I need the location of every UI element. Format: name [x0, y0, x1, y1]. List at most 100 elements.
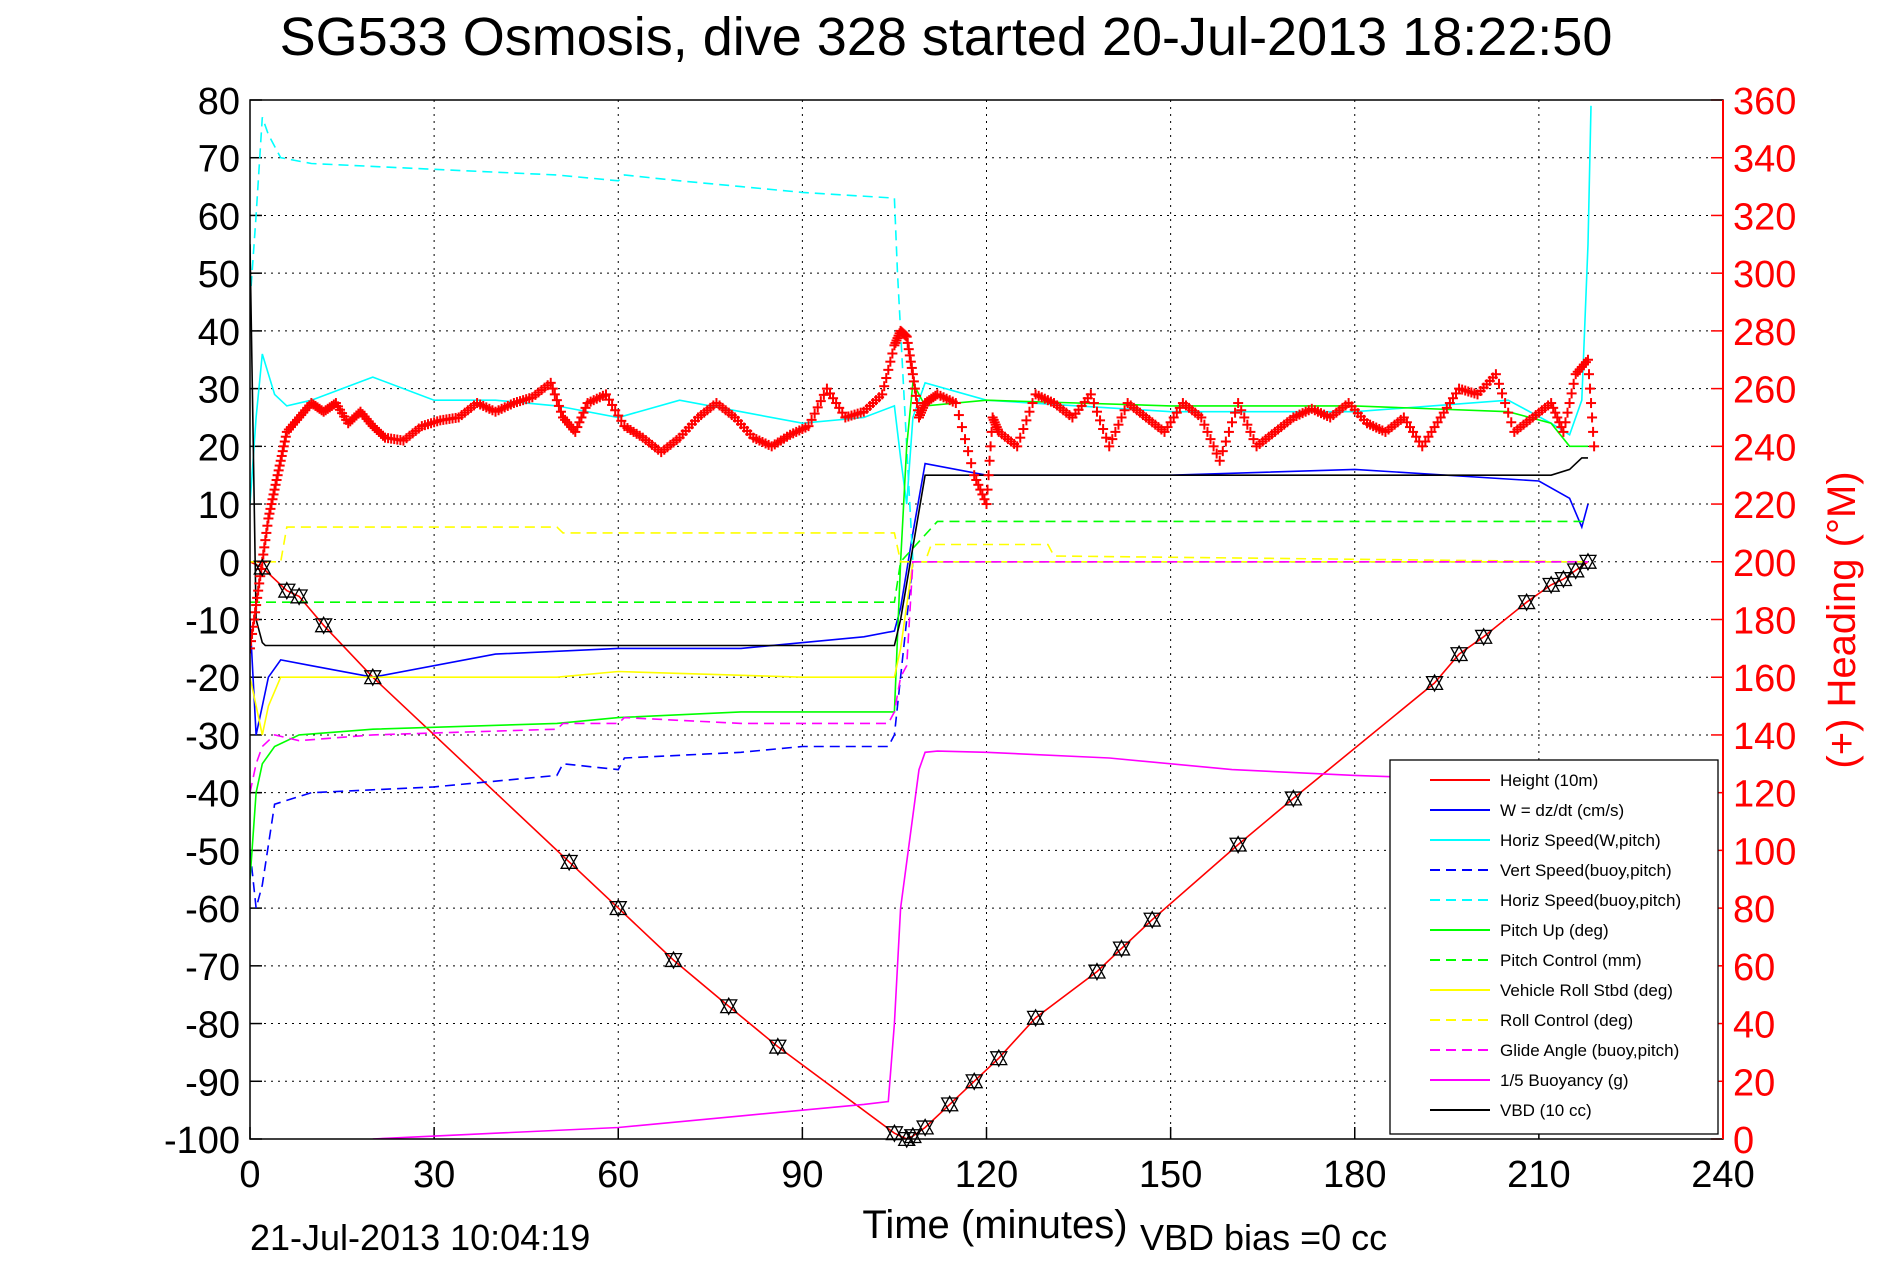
legend-label-vehicle-roll-stbd-deg: Vehicle Roll Stbd (deg): [1500, 981, 1673, 1000]
depth-marker: [277, 583, 296, 600]
y2-tick-label: 20: [1733, 1062, 1775, 1104]
x-tick-label: 120: [955, 1154, 1018, 1196]
depth-marker: [965, 1071, 984, 1089]
series-line-1-5-buoyancy-g: [372, 750, 1478, 1139]
y-tick-label: -70: [185, 947, 240, 989]
y-tick-label: 20: [198, 427, 240, 469]
depth-marker: [1566, 563, 1585, 580]
y2-tick-label: 60: [1733, 947, 1775, 989]
depth-marker: [1284, 789, 1303, 806]
y-tick-label: -50: [185, 831, 240, 873]
depth-marker: [1517, 592, 1536, 610]
y2-tick-label: 220: [1733, 485, 1796, 527]
depth-marker: [1229, 837, 1248, 854]
depth-marker: [1026, 1010, 1045, 1028]
y-tick-label: -40: [185, 774, 240, 816]
depth-marker: [1087, 964, 1107, 981]
depth-marker: [289, 587, 309, 604]
depth-marker: [940, 1097, 959, 1114]
right-axis-label: (+) Heading (°M): [1820, 471, 1864, 768]
y2-tick-label: 360: [1733, 81, 1796, 123]
y2-tick-label: 300: [1733, 254, 1796, 296]
y-tick-label: -60: [185, 889, 240, 931]
y2-tick-label: 120: [1733, 774, 1796, 816]
legend-label-vbd-10-cc: VBD (10 cc): [1500, 1101, 1592, 1120]
depth-marker: [1425, 673, 1444, 691]
chart-title: SG533 Osmosis, dive 328 started 20-Jul-2…: [280, 7, 1613, 67]
legend-label-glide-angle-buoy-pitch: Glide Angle (buoy,pitch): [1500, 1041, 1679, 1060]
y-tick-label: 70: [198, 139, 240, 181]
depth-marker: [903, 1129, 922, 1146]
y2-tick-label: 0: [1733, 1120, 1754, 1162]
depth-marker: [768, 1039, 787, 1056]
series-line-roll-control-deg: [250, 526, 1589, 563]
y2-tick-label: 40: [1733, 1005, 1775, 1047]
y-tick-label: -10: [185, 601, 240, 643]
legend-label-w-dz-dt-cm-s: W = dz/dt (cm/s): [1500, 801, 1624, 820]
depth-marker: [560, 854, 579, 872]
depth-marker: [314, 615, 333, 633]
depth-marker: [903, 1126, 922, 1144]
depth-marker: [1143, 912, 1162, 929]
legend-label-horiz-speed-buoy-pitch: Horiz Speed(buoy,pitch): [1500, 891, 1681, 910]
depth-marker: [253, 560, 272, 577]
x-axis-ticks: 0 30 60 90 120 150 180 210 240: [239, 1127, 1755, 1196]
legend-label-1-5-buoyancy-g: 1/5 Buoyancy (g): [1500, 1071, 1629, 1090]
legend-label-horiz-speed-w-pitch: Horiz Speed(W,pitch): [1500, 831, 1661, 850]
x-tick-label: 180: [1323, 1154, 1386, 1196]
y-tick-label: 30: [198, 370, 240, 412]
y-tick-label: -30: [185, 716, 240, 758]
x-tick-label: 60: [597, 1154, 639, 1196]
series-line-vbd-10-cc: [250, 244, 1588, 647]
depth-marker: [1229, 835, 1248, 852]
y2-tick-label: 240: [1733, 427, 1796, 469]
series-line-pitch-up-deg: [250, 380, 1588, 880]
y2-tick-label: 100: [1733, 831, 1796, 873]
depth-marker: [1474, 627, 1493, 644]
heading-markers: [250, 325, 1600, 654]
y2-tick-label: 200: [1733, 543, 1796, 585]
series-line-horiz-speed-w-pitch: [250, 105, 1592, 505]
depth-marker: [1112, 939, 1131, 956]
depth-marker: [1284, 791, 1303, 808]
y-tick-label: -20: [185, 658, 240, 700]
depth-marker: [664, 953, 683, 970]
series-line-vert-speed-buoy-pitch: [250, 560, 1588, 909]
y2-tick-label: 180: [1733, 601, 1796, 643]
depth-marker: [1026, 1008, 1045, 1025]
depth-marker: [1578, 552, 1598, 569]
y-tick-label: 80: [198, 81, 240, 123]
legend-label-roll-control-deg: Roll Control (deg): [1500, 1011, 1633, 1030]
y-tick-label: 40: [198, 312, 240, 354]
legend-box: [1389, 759, 1719, 1135]
depth-marker: [719, 996, 738, 1014]
depth-marker: [1554, 569, 1573, 587]
depth-marker: [253, 558, 272, 575]
legend-label-height-10m: Height (10m): [1500, 771, 1598, 790]
depth-marker: [897, 1129, 916, 1147]
depth-marker: [363, 670, 382, 687]
y2-tick-label: 160: [1733, 658, 1796, 700]
series-lines: [250, 105, 1592, 1139]
depth-marker: [1566, 561, 1585, 578]
depth-marker: [560, 852, 579, 869]
x-tick-label: 210: [1507, 1154, 1570, 1196]
legend: Height (10m) W = dz/dt (cm/s) Horiz Speed(…: [1389, 759, 1719, 1135]
depth-marker: [1112, 941, 1131, 958]
depth-marker: [940, 1095, 959, 1112]
series-line-pitch-control-mm: [250, 520, 1588, 604]
y-tick-label: -90: [185, 1062, 240, 1104]
left-axis-ticks: 80 70 60 50 40 30 20 10 0 -10 -20 -30 -40 -50 -60 -70 -8…: [164, 81, 262, 1162]
depth-marker: [989, 1051, 1008, 1068]
y2-tick-label: 260: [1733, 370, 1796, 412]
series-line-height-10m: [250, 561, 1589, 1139]
series-line-glide-angle-buoy-pitch: [250, 560, 1588, 793]
y2-tick-label: 140: [1733, 716, 1796, 758]
series-line-vehicle-roll-stbd-deg: [250, 560, 1588, 736]
depth-marker: [1425, 675, 1444, 693]
depth-marker: [916, 1120, 935, 1137]
depth-marker: [885, 1126, 904, 1143]
depth-markers: [253, 552, 1598, 1149]
depth-marker: [1143, 910, 1162, 927]
depth-marker: [314, 618, 333, 635]
